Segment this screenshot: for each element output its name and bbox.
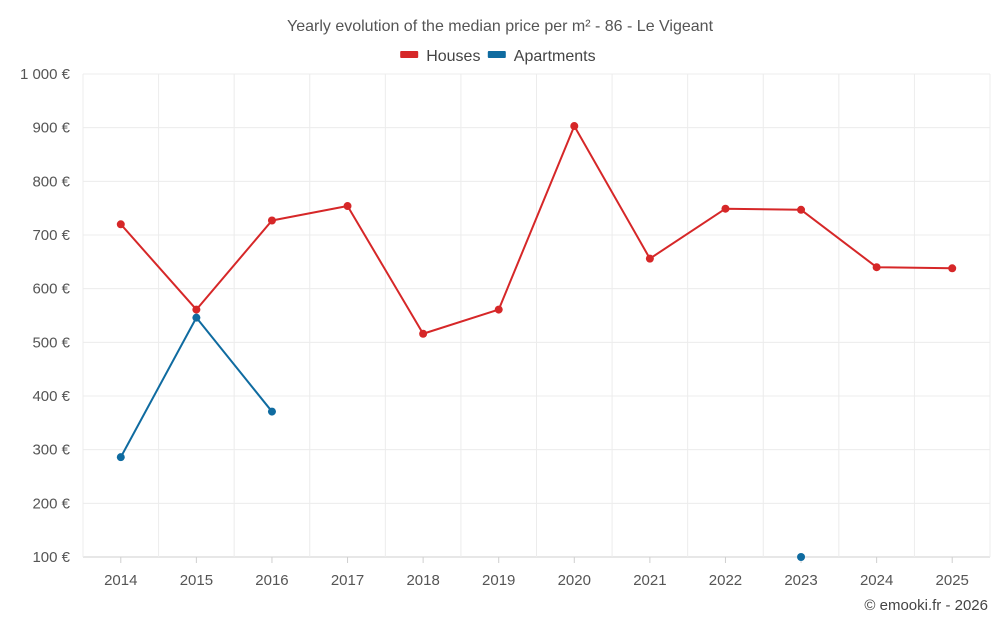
apartments-data-point[interactable]: [116, 453, 125, 462]
legend-swatch-houses: [400, 51, 419, 58]
houses-data-point[interactable]: [192, 305, 201, 314]
y-tick-label: 1 000 €: [20, 66, 71, 83]
legend-item-apartments[interactable]: Apartments: [487, 48, 596, 65]
x-tick-label: 2014: [104, 572, 137, 589]
houses-series-line: [120, 125, 953, 335]
copyright-text: © emooki.fr - 2026: [864, 597, 988, 614]
y-tick-label: 200 €: [32, 495, 70, 512]
y-tick-label: 900 €: [32, 120, 70, 137]
apartments-data-point[interactable]: [192, 313, 201, 322]
gridlines: [82, 73, 991, 558]
apartments-data-point[interactable]: [797, 553, 806, 561]
legend-label-apartments: Apartments: [514, 48, 596, 65]
x-tick-label: 2018: [406, 572, 439, 589]
houses-data-point[interactable]: [267, 216, 276, 225]
houses-data-point[interactable]: [419, 329, 428, 338]
houses-data-point[interactable]: [721, 204, 730, 213]
x-axis: 2014 2015 2016 2017 2018 2019 2020 2021 2022 2023…: [104, 557, 969, 589]
x-tick-label: 2025: [936, 572, 969, 589]
legend-swatch-apartments: [487, 51, 506, 58]
y-tick-label: 600 €: [32, 281, 70, 298]
houses-data-point[interactable]: [494, 305, 503, 314]
chart-title: Yearly evolution of the median price per…: [287, 18, 714, 35]
houses-data-point[interactable]: [116, 220, 125, 229]
y-axis: 100 € 200 € 300 € 400 € 500 € 600 € 700 € 800 €…: [20, 66, 71, 566]
y-tick-label: 500 €: [32, 334, 70, 351]
y-tick-label: 800 €: [32, 173, 70, 190]
x-tick-label: 2019: [482, 572, 515, 589]
x-tick-label: 2020: [558, 572, 591, 589]
x-tick-label: 2022: [709, 572, 742, 589]
legend-item-houses[interactable]: Houses: [400, 48, 480, 65]
series-layer: [116, 122, 957, 561]
legend: Houses Apartments: [400, 48, 596, 65]
legend-label-houses: Houses: [426, 48, 480, 65]
houses-data-point[interactable]: [948, 264, 957, 273]
x-tick-label: 2015: [180, 572, 213, 589]
y-tick-label: 700 €: [32, 227, 70, 244]
x-tick-label: 2021: [633, 572, 666, 589]
x-tick-label: 2016: [255, 572, 288, 589]
y-tick-label: 400 €: [32, 388, 70, 405]
houses-data-point[interactable]: [343, 202, 352, 211]
houses-data-point[interactable]: [872, 263, 881, 272]
houses-data-point[interactable]: [570, 122, 579, 131]
y-tick-label: 100 €: [32, 549, 70, 566]
apartments-data-point[interactable]: [267, 407, 276, 416]
x-tick-label: 2024: [860, 572, 893, 589]
y-tick-label: 300 €: [32, 442, 70, 459]
x-tick-label: 2023: [784, 572, 817, 589]
houses-data-point[interactable]: [797, 205, 806, 214]
x-tick-label: 2017: [331, 572, 364, 589]
apartments-series-line: [119, 316, 273, 458]
houses-data-point[interactable]: [645, 254, 654, 263]
